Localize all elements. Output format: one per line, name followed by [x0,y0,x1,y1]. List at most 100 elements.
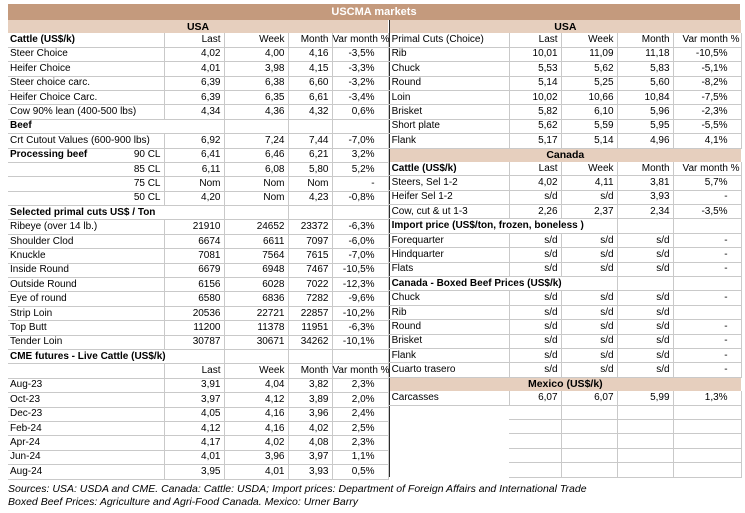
section-row: Selected primal cuts US$ / Ton [8,205,389,221]
row-label: Flank [389,348,510,364]
value-var: -10,1% [332,335,389,350]
value-var: -7,5% [673,90,742,106]
row-label: Loin [389,90,510,106]
region-band-title: Canada [389,148,742,162]
value-month: 7467 [288,263,333,279]
row-label: Outside Round [8,277,165,293]
value-month: 3,82 [288,378,333,394]
row-label: Chuck [389,290,510,306]
value-last: s/d [509,290,562,306]
data-row: Outside Round 6156 6028 7022 -12,3% [8,277,389,293]
row-label: Inside Round [8,263,165,279]
value-month: 6,21 [288,148,333,163]
row-label: Hindquarter [389,247,510,263]
data-row: 85 CL 6,11 6,08 5,80 5,2% [8,162,389,178]
value-var: -3,3% [332,61,389,77]
data-row: Inside Round 6679 6948 7467 -10,5% [8,263,389,279]
value-week: 2,37 [561,204,618,220]
data-row: Steer choice carc. 6,39 6,38 6,60 -3,2% [8,76,389,91]
value-var [673,305,742,321]
row-label: Dec-23 [8,407,165,422]
empty-cell [617,419,674,435]
row-label: Tender Loin [8,335,165,350]
row-label: Rib [389,305,510,321]
value-last: 2,26 [509,204,562,220]
value-week: 6,10 [561,104,618,120]
value-var: 5,2% [332,162,389,178]
value-week: 11378 [224,320,289,336]
value-last: 7081 [164,248,225,264]
value-last: 6,39 [164,76,225,91]
value-month: 22857 [288,306,333,322]
value-week: 4,36 [224,104,289,120]
data-row: Steer Choice 4,02 4,00 4,16 -3,5% [8,47,389,63]
data-row: Strip Loin 20536 22721 22857 -10,2% [8,306,389,322]
data-row: Steers, Sel 1-2 4,02 4,11 3,81 5,7% [389,175,742,191]
section-title: Canada - Boxed Beef Prices (US$/k) [389,276,618,292]
value-var: -7,0% [332,133,389,149]
section-title: Import price (US$/ton, frozen, boneless … [389,218,618,234]
value-var: -6,3% [332,219,389,235]
split-label: 85 CL [10,164,164,176]
empty-cell [332,119,389,135]
data-row: Flank s/d s/d s/d - [389,348,742,364]
data-row: Brisket 5,82 6,10 5,96 -2,3% [389,104,742,120]
row-label: Round [389,319,510,335]
value-last: 6674 [164,234,225,250]
data-row: Rib 10,01 11,09 11,18 -10,5% [389,47,742,63]
row-label: Oct-23 [8,392,165,408]
value-week: s/d [561,290,618,306]
empty-cell [509,448,562,464]
value-month: 11951 [288,320,333,336]
value-month: s/d [617,334,674,349]
empty-cell [332,205,389,221]
value-last: 6,11 [164,162,225,178]
value-month: s/d [617,362,674,378]
section-title: Beef [8,119,225,135]
data-row: Chuck 5,53 5,62 5,83 -5,1% [389,61,742,77]
empty-cell [561,405,618,420]
value-month: 7022 [288,277,333,293]
empty-row [389,419,742,435]
row-label: Short plate [389,119,510,135]
empty-cell [509,462,562,478]
value-month: 3,89 [288,392,333,408]
value-last: 4,34 [164,104,225,120]
empty-row [389,448,742,464]
data-row: Apr-24 4,17 4,02 4,08 2,3% [8,435,389,451]
value-month: s/d [617,348,674,364]
value-last: Nom [164,176,225,192]
value-week: 5,14 [561,133,618,149]
value-week: s/d [561,233,618,249]
empty-cell [617,433,674,449]
empty-row [389,462,742,478]
data-row: Cow, cut & ut 1-3 2,26 2,37 2,34 -3,5% [389,204,742,220]
value-week: 4,02 [224,435,289,451]
value-last: 6679 [164,263,225,279]
value-var: - [332,176,389,192]
value-week: 4,16 [224,407,289,422]
value-var: - [673,362,742,378]
value-week: 5,62 [561,61,618,77]
value-last: s/d [509,362,562,378]
value-month: Nom [288,176,333,192]
value-var: 5,7% [673,175,742,191]
table-header-label: Cattle (US$/k) [389,161,510,177]
empty-cell [561,419,618,435]
value-week: 3,96 [224,450,289,466]
data-row: 50 CL 4,20 Nom 4,23 -0,8% [8,191,389,207]
column-header-2: Month [617,33,674,48]
data-row: Aug-24 3,95 4,01 3,93 0,5% [8,464,389,480]
band-row: USA [8,20,389,34]
value-month: 5,99 [617,391,674,406]
data-row: Heifer Sel 1-2 s/d s/d 3,93- [389,190,742,206]
empty-row [389,405,742,420]
value-month: 34262 [288,335,333,350]
empty-label-cell [389,434,509,448]
row-label-right: 75 CL [133,177,161,189]
value-last: 4,01 [164,61,225,77]
value-last: s/d [509,334,562,349]
value-last: 5,53 [509,61,562,77]
section-row: Import price (US$/ton, frozen, boneless … [389,218,742,234]
